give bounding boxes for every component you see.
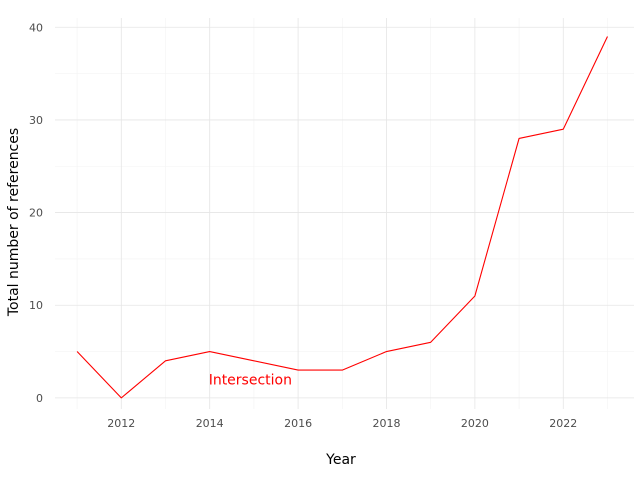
y-tick-labels: 0 10 20 30 40: [29, 21, 43, 405]
x-tick-label: 2014: [196, 417, 224, 430]
y-tick-label: 10: [29, 299, 43, 312]
x-tick-label: 2016: [284, 417, 312, 430]
y-tick-label: 20: [29, 207, 43, 220]
minor-gridlines: [55, 18, 634, 409]
annotation-layer: Intersection: [209, 372, 292, 388]
annotation-label: Intersection: [209, 372, 292, 388]
x-axis-title: Year: [325, 452, 356, 468]
x-tick-label: 2012: [107, 417, 135, 430]
major-gridlines: [55, 18, 634, 409]
x-tick-label: 2020: [461, 417, 489, 430]
y-tick-label: 0: [36, 392, 43, 405]
y-tick-label: 30: [29, 114, 43, 127]
x-tick-label: 2022: [549, 417, 577, 430]
series-layer: [76, 36, 608, 399]
y-axis-title: Total number of references: [6, 128, 22, 317]
x-tick-label: 2018: [372, 417, 400, 430]
x-tick-labels: 2012 2014 2016 2018 2020 2022: [107, 417, 577, 430]
y-tick-label: 40: [29, 21, 43, 34]
